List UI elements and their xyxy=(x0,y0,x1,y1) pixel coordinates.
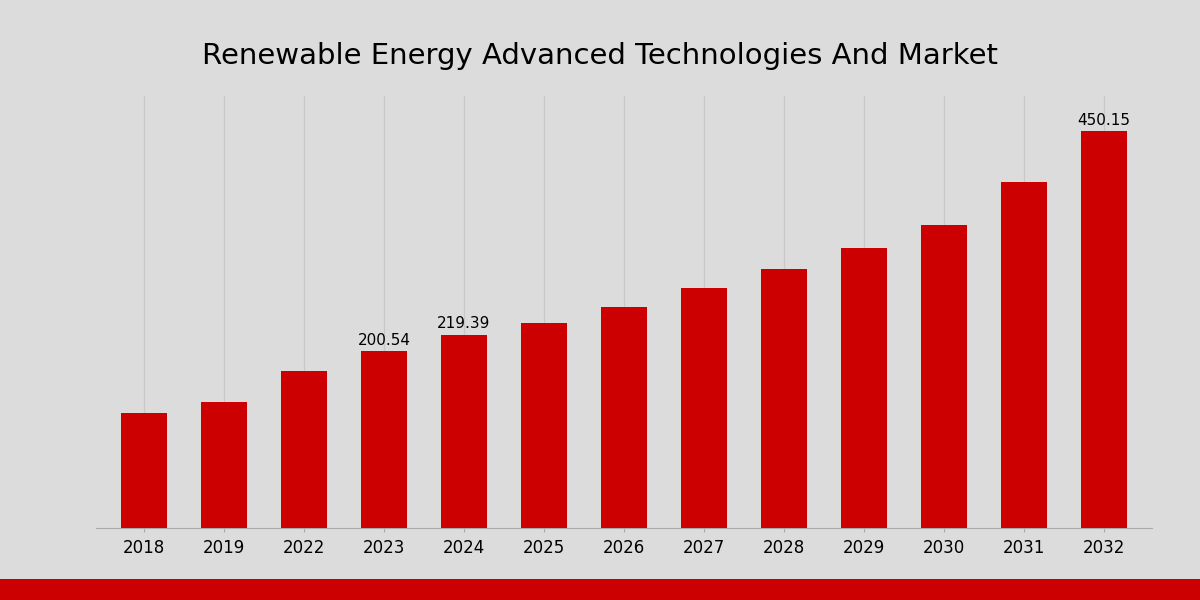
Bar xyxy=(281,371,328,528)
Bar xyxy=(841,248,887,528)
Bar xyxy=(680,288,727,528)
Text: 450.15: 450.15 xyxy=(1078,113,1130,128)
Bar xyxy=(121,413,167,528)
Bar xyxy=(440,335,487,528)
Text: 200.54: 200.54 xyxy=(358,332,410,347)
Bar xyxy=(601,307,647,528)
Bar xyxy=(361,351,407,528)
Bar xyxy=(1001,182,1048,528)
Bar xyxy=(920,225,967,528)
Bar xyxy=(1081,131,1127,528)
Bar xyxy=(521,323,568,528)
Bar xyxy=(200,402,247,528)
Text: Renewable Energy Advanced Technologies And Market: Renewable Energy Advanced Technologies A… xyxy=(202,42,998,70)
Bar xyxy=(761,269,808,528)
Text: 219.39: 219.39 xyxy=(437,316,491,331)
